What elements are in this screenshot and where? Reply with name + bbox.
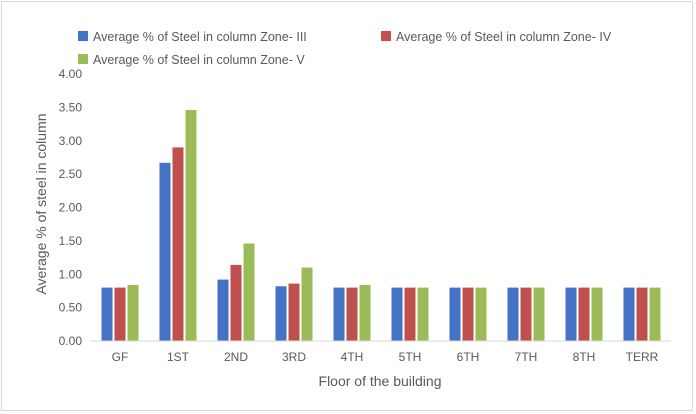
y-tick-label: 3.50	[59, 100, 83, 114]
x-tick-label: 3RD	[282, 350, 306, 364]
bar-gf-series-2	[114, 287, 126, 341]
bar-terr-series-1	[623, 287, 635, 341]
x-tick-label: 6TH	[457, 350, 480, 364]
x-tick-label: TERR	[626, 350, 659, 364]
y-tick-label: 0.00	[59, 334, 83, 348]
bars	[101, 110, 661, 341]
bar-5th-series-3	[417, 287, 429, 341]
y-axis-ticks: 0.00 0.50 1.00 1.50 2.00 2.50 3.00 3.50 4.00	[59, 67, 83, 348]
bar-8th-series-1	[565, 287, 577, 341]
bar-terr-series-3	[649, 287, 661, 341]
bar-2nd-series-1	[217, 279, 229, 341]
x-axis-ticks: GF 1ST 2ND 3RD 4TH 5TH 6TH 7TH 8TH TERR	[112, 350, 659, 364]
bar-3rd-series-3	[301, 267, 313, 341]
y-axis-title: Average % of steel in column	[33, 113, 49, 294]
bar-7th-series-3	[533, 287, 545, 341]
bar-gf-series-1	[101, 287, 113, 341]
x-tick-label: 8TH	[573, 350, 596, 364]
legend: Average % of Steel in column Zone- III A…	[78, 30, 612, 67]
bar-6th-series-2	[462, 287, 474, 341]
bar-5th-series-1	[391, 287, 403, 341]
legend-swatch-zone-v	[78, 54, 88, 64]
bar-2nd-series-2	[230, 264, 242, 341]
bar-3rd-series-1	[275, 286, 287, 341]
y-tick-label: 2.00	[59, 201, 83, 215]
x-tick-label: GF	[112, 350, 129, 364]
bar-2nd-series-3	[243, 243, 255, 341]
bar-4th-series-3	[359, 284, 371, 341]
y-tick-label: 4.00	[59, 67, 83, 81]
legend-swatch-zone-iii	[78, 31, 88, 41]
x-tick-label: 1ST	[167, 350, 190, 364]
bar-terr-series-2	[636, 287, 648, 341]
bar-1st-series-1	[159, 162, 171, 341]
bar-1st-series-3	[185, 110, 197, 341]
bar-6th-series-1	[449, 287, 461, 341]
bar-3rd-series-2	[288, 283, 300, 341]
x-tick-label: 2ND	[224, 350, 248, 364]
bar-6th-series-3	[475, 287, 487, 341]
bar-gf-series-3	[127, 284, 139, 341]
bar-7th-series-1	[507, 287, 519, 341]
x-tick-label: 7TH	[515, 350, 538, 364]
y-tick-label: 1.00	[59, 267, 83, 281]
legend-label-zone-v: Average % of Steel in column Zone- V	[93, 53, 305, 67]
legend-label-zone-iv: Average % of Steel in column Zone- IV	[396, 30, 612, 44]
y-tick-label: 0.50	[59, 301, 83, 315]
bar-8th-series-3	[591, 287, 603, 341]
x-tick-label: 4TH	[341, 350, 364, 364]
bar-8th-series-2	[578, 287, 590, 341]
bar-4th-series-1	[333, 287, 345, 341]
bar-4th-series-2	[346, 287, 358, 341]
bar-5th-series-2	[404, 287, 416, 341]
y-tick-label: 3.00	[59, 134, 83, 148]
bar-7th-series-2	[520, 287, 532, 341]
y-tick-label: 2.50	[59, 167, 83, 181]
x-axis-title: Floor of the building	[319, 373, 442, 389]
y-tick-label: 1.50	[59, 234, 83, 248]
x-tick-label: 5TH	[399, 350, 422, 364]
bar-1st-series-2	[172, 147, 184, 341]
legend-label-zone-iii: Average % of Steel in column Zone- III	[93, 30, 307, 44]
legend-swatch-zone-iv	[381, 31, 391, 41]
